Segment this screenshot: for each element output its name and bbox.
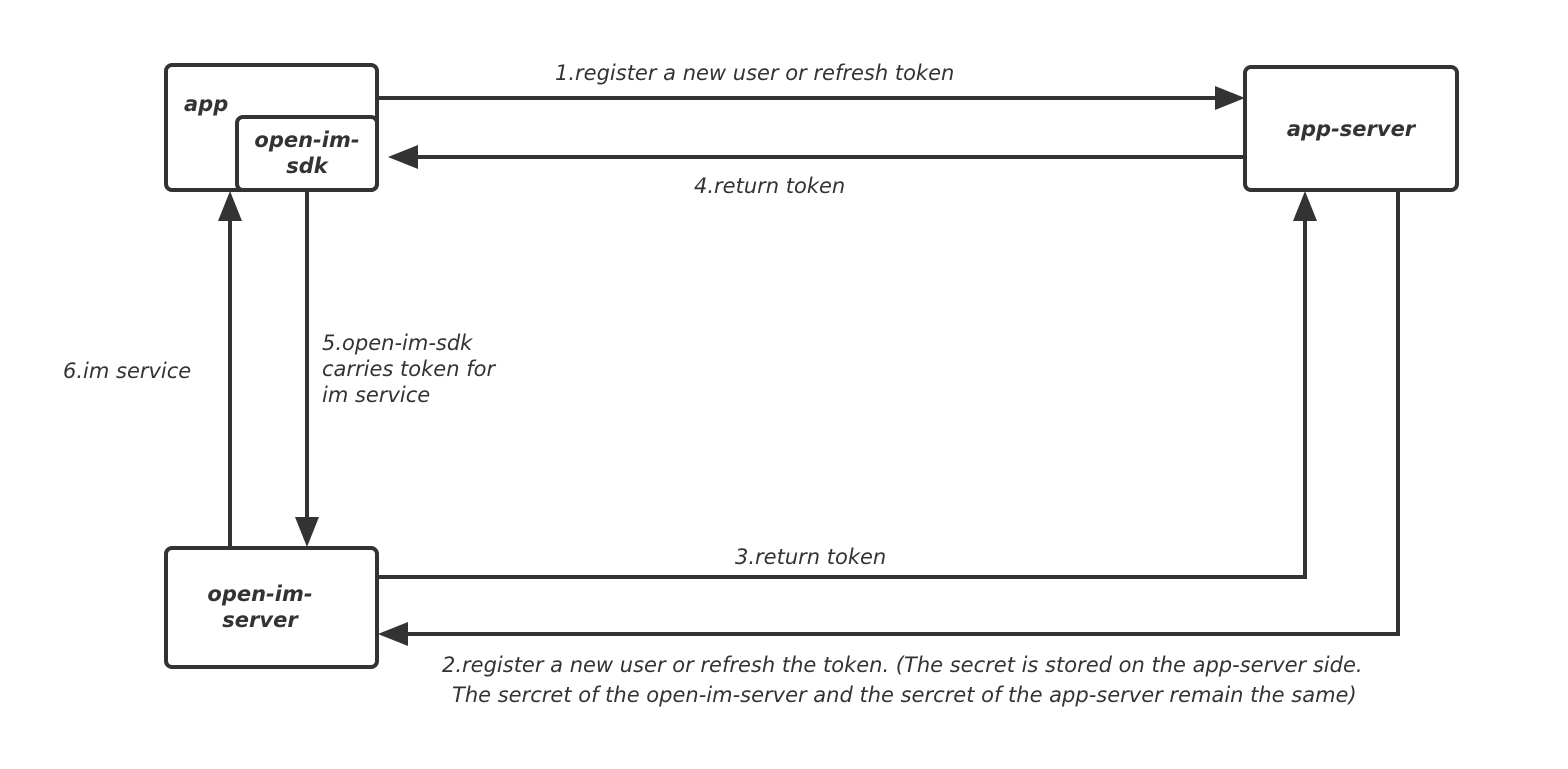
arrow-3-line — [377, 215, 1307, 579]
app-label: app — [184, 92, 229, 116]
open-im-server-node — [164, 546, 379, 669]
edge-label-1: 1.register a new user or refresh token — [555, 61, 955, 85]
edge-label-5: 5.open-im-sdk carries token for im servi… — [322, 331, 496, 407]
app-server-node — [1243, 65, 1459, 192]
edge-label-4: 4.return token — [694, 174, 846, 198]
arrow-6-head — [218, 191, 242, 221]
edge-label-2-line2: The sercret of the open-im-server and th… — [452, 683, 1357, 707]
open-im-sdk-label: open-im-sdk — [254, 128, 360, 178]
arrow-5-head — [295, 517, 319, 547]
arrow-3-head — [1293, 191, 1317, 221]
edge-label-6: 6.im service — [63, 359, 192, 383]
arrow-4-head — [388, 145, 418, 169]
arrow-2-head — [378, 622, 408, 646]
open-im-server-label: open-im-server — [207, 582, 313, 632]
arrow-2-line — [402, 190, 1400, 636]
edge-label-3: 3.return token — [735, 545, 887, 569]
open-im-sdk-node — [235, 115, 379, 192]
app-server-label: app-server — [1286, 117, 1416, 141]
edge-label-2-line1: 2.register a new user or refresh the tok… — [442, 653, 1363, 677]
arrow-1-head — [1215, 86, 1245, 110]
